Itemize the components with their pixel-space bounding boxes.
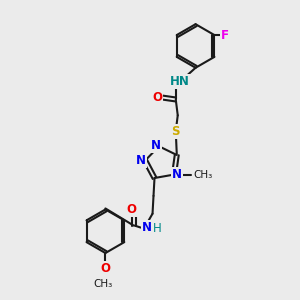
Text: N: N bbox=[172, 168, 182, 181]
Text: HN: HN bbox=[170, 75, 190, 88]
Text: S: S bbox=[172, 125, 180, 138]
Text: O: O bbox=[152, 91, 162, 104]
Text: O: O bbox=[100, 262, 110, 275]
Text: O: O bbox=[127, 203, 137, 216]
Text: N: N bbox=[136, 154, 146, 167]
Text: N: N bbox=[151, 139, 161, 152]
Text: CH₃: CH₃ bbox=[194, 169, 213, 180]
Text: CH₃: CH₃ bbox=[94, 279, 113, 289]
Text: F: F bbox=[221, 28, 229, 42]
Text: N: N bbox=[142, 221, 152, 234]
Text: H: H bbox=[152, 222, 161, 235]
